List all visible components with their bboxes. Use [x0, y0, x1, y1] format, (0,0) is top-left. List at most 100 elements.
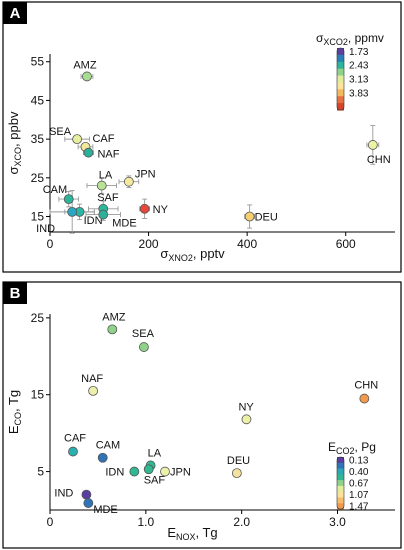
colorbar-swatch	[337, 457, 344, 464]
colorbar-title: ECO2, Pg	[328, 440, 376, 456]
colorbar-swatch	[337, 468, 344, 475]
panel-label-box	[3, 2, 27, 24]
point-label-cam: CAM	[43, 184, 67, 196]
panel-frame	[2, 281, 402, 549]
colorbar-title: σXCO2, ppmv	[316, 31, 384, 47]
point-amz	[107, 324, 118, 335]
colorbar-swatch	[337, 48, 344, 56]
colorbar-tick-label: 0.13	[349, 455, 369, 466]
point-deu	[231, 468, 242, 479]
point-cam	[63, 194, 74, 205]
panel-label-box	[3, 282, 27, 304]
x-tick-label: 600	[336, 237, 356, 251]
y-tick-label: 25	[31, 311, 45, 325]
colorbar-outline	[336, 47, 345, 111]
point-amz	[82, 71, 92, 82]
colorbar-tick-label: 0.40	[349, 467, 369, 478]
point-label-deu: DEU	[227, 455, 250, 467]
point-sea	[139, 342, 149, 352]
point-cam	[97, 452, 108, 463]
x-axis-label: σXNO2, pptv	[160, 246, 225, 263]
point-label-ind: IND	[54, 488, 73, 500]
point-label-chn: CHN	[367, 154, 391, 166]
point-ind	[67, 206, 78, 217]
colorbar-swatch	[337, 474, 344, 481]
x-axis-label: ENOX, Tg	[167, 525, 217, 542]
point-label-amz: AMZ	[102, 311, 126, 323]
point-mde	[98, 209, 109, 220]
colorbar-swatch	[337, 462, 344, 470]
colorbar-swatch	[337, 61, 344, 70]
x-tick-label: 200	[139, 237, 159, 251]
colorbar-swatch	[337, 485, 344, 493]
point-label-ny: NY	[153, 204, 169, 216]
colorbar-swatch	[337, 75, 344, 84]
point-naf	[88, 385, 99, 396]
point-label-mde: MDE	[112, 218, 136, 230]
point-sea	[72, 134, 83, 145]
point-label-cam: CAM	[96, 440, 120, 452]
point-label-sea: SEA	[132, 328, 155, 340]
panel-label: B	[10, 285, 21, 302]
colorbar-swatch	[337, 54, 344, 63]
panel-label: A	[10, 5, 21, 22]
colorbar-swatch	[337, 497, 344, 504]
point-label-saf: SAF	[144, 474, 166, 486]
point-ny	[241, 414, 252, 425]
point-label-caf: CAF	[92, 133, 114, 145]
panel-frame	[2, 1, 402, 273]
point-label-idn: IDN	[84, 215, 103, 227]
point-chn	[367, 140, 378, 150]
x-tick-label: 0	[47, 237, 54, 251]
point-jpn	[123, 176, 134, 187]
y-tick-label: 25	[31, 171, 45, 185]
x-tick-label: 1.0	[137, 515, 154, 529]
point-label-la: LA	[99, 170, 113, 182]
y-tick-label: 55	[31, 55, 45, 69]
point-naf	[83, 147, 94, 158]
y-axis-label: ECO, Tg	[6, 390, 23, 434]
colorbar-tick-label: 1.73	[349, 47, 369, 58]
colorbar-swatch	[337, 103, 344, 111]
point-label-caf: CAF	[64, 433, 86, 445]
x-tick-label: 3.0	[329, 515, 346, 529]
point-label-naf: NAF	[81, 373, 103, 385]
colorbar-swatch	[337, 480, 344, 487]
y-axis-label: σXCO, ppbv	[6, 111, 23, 174]
y-tick-label: 35	[31, 132, 45, 146]
panel-b: B 0 1.0 2.0 3.0 5 15 25 ENOX, Tg ECO, Tg AMZ SEA NAF…	[2, 281, 402, 549]
panel-a: A 0 200 400 600 15 25 35 45 55 σXNO2, pptv σXCO, pp…	[2, 1, 402, 273]
colorbar-outline	[336, 456, 345, 510]
colorbar-tick-label: 1.47	[349, 502, 369, 513]
point-ind	[81, 489, 92, 500]
y-tick-label: 15	[31, 388, 45, 402]
point-label-la: LA	[148, 447, 162, 459]
colorbar-swatch	[337, 491, 344, 499]
point-ny	[139, 203, 150, 214]
point-label-amz: AMZ	[73, 59, 97, 71]
colorbar-tick-label: 1.07	[349, 490, 369, 501]
x-tick-label: 0	[47, 515, 54, 529]
y-tick-label: 5	[37, 465, 44, 479]
point-label-naf: NAF	[97, 149, 119, 161]
point-saf	[143, 464, 154, 475]
point-la	[96, 180, 107, 191]
colorbar-swatch	[337, 503, 344, 510]
point-label-mde: MDE	[93, 504, 117, 516]
y-tick-label: 15	[31, 210, 45, 224]
colorbar-tick-label: 0.67	[349, 479, 369, 490]
point-deu	[244, 211, 255, 222]
point-idn	[129, 466, 140, 477]
colorbar-swatch	[337, 96, 344, 104]
point-mde	[83, 498, 94, 508]
colorbar-swatch	[337, 82, 344, 90]
point-label-chn: CHN	[354, 380, 378, 392]
colorbar-swatch	[337, 89, 344, 97]
point-label-ind: IND	[36, 223, 55, 235]
point-label-deu: DEU	[255, 212, 278, 224]
point-label-jpn: JPN	[135, 169, 156, 181]
point-label-sea: SEA	[49, 126, 72, 138]
colorbar-tick-label: 3.83	[349, 88, 369, 99]
point-label-saf: SAF	[97, 192, 119, 204]
